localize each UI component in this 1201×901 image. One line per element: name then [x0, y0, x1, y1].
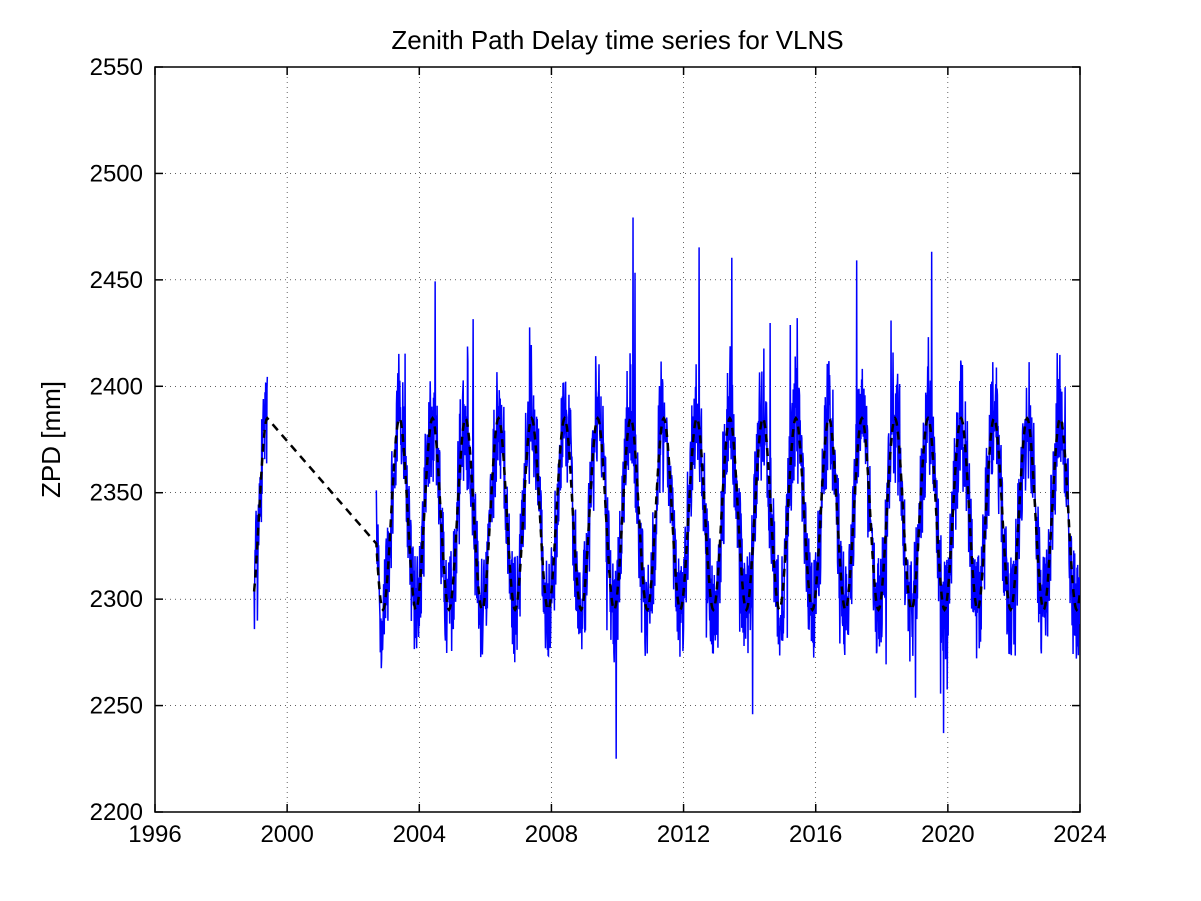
x-tick-label: 2008 [525, 821, 578, 848]
chart-svg: 2200225023002350240024502500255019962000… [0, 0, 1201, 901]
x-tick-label: 2016 [789, 821, 842, 848]
x-tick-label: 2012 [657, 821, 710, 848]
x-tick-label: 1996 [128, 821, 181, 848]
y-tick-label: 2550 [90, 54, 143, 81]
x-tick-label: 2024 [1053, 821, 1106, 848]
x-tick-label: 2020 [921, 821, 974, 848]
y-tick-label: 2250 [90, 693, 143, 720]
y-tick-label: 2450 [90, 267, 143, 294]
y-tick-label: 2300 [90, 586, 143, 613]
y-tick-label: 2400 [90, 373, 143, 400]
x-tick-label: 2004 [393, 821, 446, 848]
chart-title: Zenith Path Delay time series for VLNS [391, 25, 843, 55]
y-tick-label: 2500 [90, 160, 143, 187]
y-axis-label: ZPD [mm] [36, 381, 66, 498]
x-tick-label: 2000 [260, 821, 313, 848]
y-tick-label: 2350 [90, 480, 143, 507]
chart-container: 2200225023002350240024502500255019962000… [0, 0, 1201, 901]
